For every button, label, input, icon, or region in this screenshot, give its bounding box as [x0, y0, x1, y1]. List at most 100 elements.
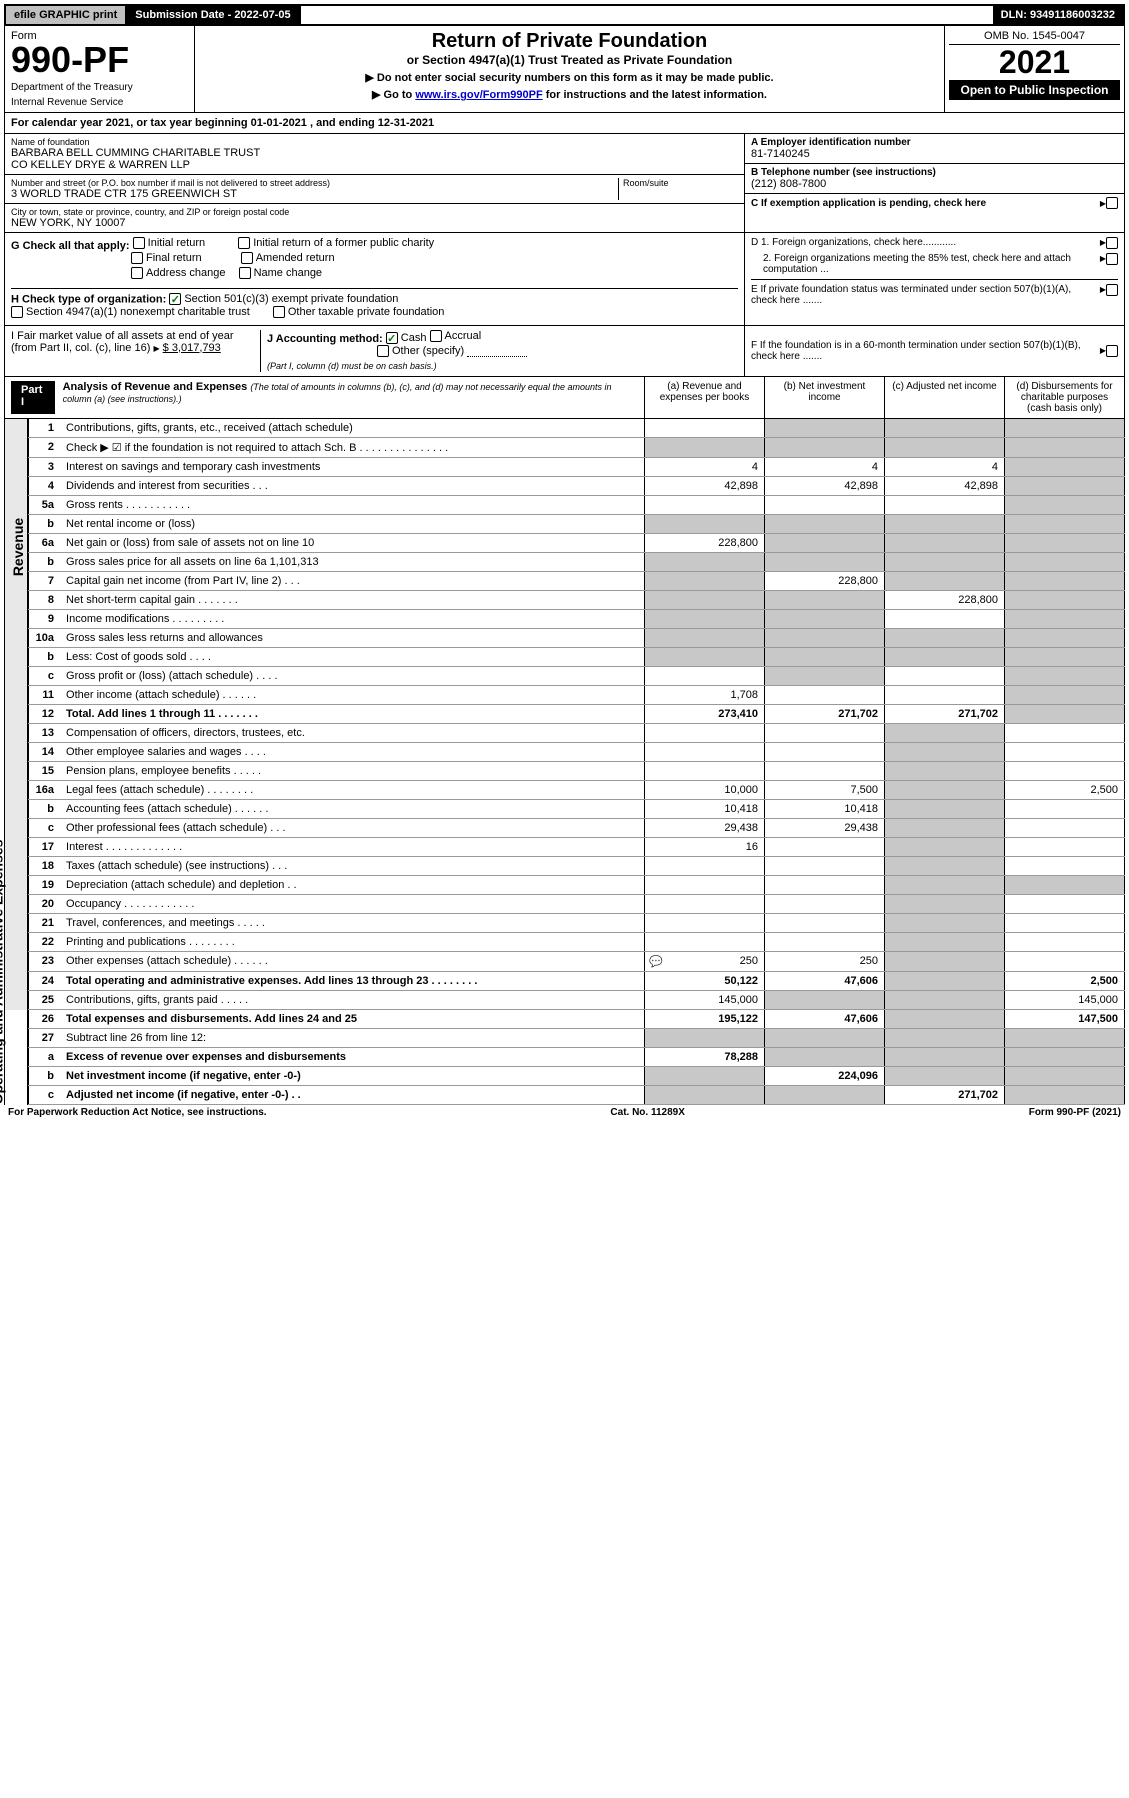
j-accrual[interactable]: Accrual [430, 330, 482, 342]
line-label: Contributions, gifts, grants, etc., rece… [62, 419, 644, 438]
opex-body: Operating and Administrative Expenses 13… [4, 724, 1125, 1010]
col-b-value [765, 837, 885, 856]
line-label: Total expenses and disbursements. Add li… [62, 1010, 644, 1029]
col-c-value [885, 609, 1005, 628]
col-d-value [1005, 1066, 1125, 1085]
g-address-change[interactable]: Address change [131, 267, 226, 279]
line-number: c [28, 818, 62, 837]
col-b-value [765, 495, 885, 514]
col-a-header: (a) Revenue and expenses per books [644, 377, 764, 418]
table-row: 13Compensation of officers, directors, t… [28, 724, 1124, 743]
g-name-change[interactable]: Name change [239, 267, 323, 279]
col-a-value: 10,418 [645, 799, 765, 818]
instruction-2: ▶ Go to www.irs.gov/Form990PF for instru… [199, 88, 940, 101]
h-opt-3: Other taxable private foundation [288, 306, 445, 318]
line-number: 1 [28, 419, 62, 438]
col-b-value [765, 932, 885, 951]
h-501c3[interactable]: Section 501(c)(3) exempt private foundat… [169, 293, 398, 305]
h-4947a1[interactable]: Section 4947(a)(1) nonexempt charitable … [11, 306, 250, 318]
j-note: (Part I, column (d) must be on cash basi… [267, 361, 437, 371]
col-d-value [1005, 685, 1125, 704]
col-a-value: 273,410 [645, 704, 765, 723]
line-label: Income modifications . . . . . . . . . [62, 609, 644, 628]
g-amended-return[interactable]: Amended return [241, 252, 335, 264]
line-number: b [28, 647, 62, 666]
col-d-value [1005, 419, 1125, 438]
col-b-value [765, 856, 885, 875]
form990pf-link[interactable]: www.irs.gov/Form990PF [415, 89, 542, 101]
foundation-name-1: BARBARA BELL CUMMING CHARITABLE TRUST [11, 147, 738, 159]
line-number: 15 [28, 761, 62, 780]
col-c-value [885, 419, 1005, 438]
department-label: Department of the Treasury [11, 82, 188, 93]
col-d-value [1005, 609, 1125, 628]
note-icon[interactable]: 💬 [649, 955, 663, 968]
irs-label: Internal Revenue Service [11, 97, 188, 108]
g-final-return[interactable]: Final return [131, 252, 202, 264]
col-c-value: 228,800 [885, 590, 1005, 609]
col-c-value [885, 685, 1005, 704]
line-number: 19 [28, 875, 62, 894]
j-other[interactable]: Other (specify) [377, 345, 464, 357]
i-fmv-value: $ 3,017,793 [163, 342, 221, 354]
line-label: Printing and publications . . . . . . . … [62, 932, 644, 951]
j-cash[interactable]: Cash [386, 332, 427, 344]
c-exemption-checkbox[interactable] [1106, 197, 1118, 209]
line-number: 22 [28, 932, 62, 951]
e-checkbox[interactable] [1106, 284, 1118, 296]
col-a-value [645, 419, 765, 438]
line-label: Total. Add lines 1 through 11 . . . . . … [62, 704, 644, 723]
col-a-value [645, 932, 765, 951]
col-a-value [645, 552, 765, 571]
line-number: a [28, 1047, 62, 1066]
line-number: b [28, 1066, 62, 1085]
col-c-value [885, 628, 1005, 647]
col-a-value [645, 666, 765, 685]
instr2-pre: ▶ Go to [372, 89, 415, 101]
col-c-value: 42,898 [885, 476, 1005, 495]
line-label: Legal fees (attach schedule) . . . . . .… [62, 780, 644, 799]
g-opt-5: Name change [254, 267, 323, 279]
calendar-year-line: For calendar year 2021, or tax year begi… [4, 113, 1125, 134]
table-row: bGross sales price for all assets on lin… [28, 552, 1124, 571]
line-label: Less: Cost of goods sold . . . . [62, 647, 644, 666]
line-label: Other expenses (attach schedule) . . . .… [62, 951, 644, 971]
table-row: 17Interest . . . . . . . . . . . . .16 [28, 837, 1124, 856]
g-initial-public[interactable]: Initial return of a former public charit… [238, 237, 434, 249]
col-d-value [1005, 476, 1125, 495]
d1-checkbox[interactable] [1106, 237, 1118, 249]
g-initial-return[interactable]: Initial return [133, 237, 205, 249]
telephone-label: B Telephone number (see instructions) [751, 167, 1118, 178]
efile-print-button[interactable]: efile GRAPHIC print [6, 6, 127, 24]
col-b-value: 4 [765, 457, 885, 476]
col-d-value [1005, 742, 1125, 761]
col-d-value [1005, 837, 1125, 856]
g-opt-2: Address change [146, 267, 226, 279]
col-c-value [885, 837, 1005, 856]
d2-checkbox[interactable] [1106, 253, 1118, 265]
paperwork-notice: For Paperwork Reduction Act Notice, see … [8, 1107, 267, 1118]
table-row: cGross profit or (loss) (attach schedule… [28, 666, 1124, 685]
col-a-value: 50,122 [645, 971, 765, 990]
line-label: Net short-term capital gain . . . . . . … [62, 590, 644, 609]
col-b-value: 228,800 [765, 571, 885, 590]
line-number: c [28, 666, 62, 685]
line-label: Depreciation (attach schedule) and deple… [62, 875, 644, 894]
line-label: Travel, conferences, and meetings . . . … [62, 913, 644, 932]
g-opt-1: Final return [146, 252, 202, 264]
f-checkbox[interactable] [1106, 345, 1118, 357]
revenue-side-label: Revenue [4, 419, 28, 724]
line-label: Dividends and interest from securities .… [62, 476, 644, 495]
submission-date: Submission Date - 2022-07-05 [127, 6, 300, 24]
col-b-value [765, 533, 885, 552]
col-d-value [1005, 875, 1125, 894]
col-a-value: 4 [645, 457, 765, 476]
line-label: Total operating and administrative expen… [62, 971, 644, 990]
table-row: bNet rental income or (loss) [28, 514, 1124, 533]
table-row: 21Travel, conferences, and meetings . . … [28, 913, 1124, 932]
col-a-value [645, 894, 765, 913]
col-c-value: 271,702 [885, 1085, 1005, 1104]
col-a-value [645, 913, 765, 932]
col-d-value [1005, 666, 1125, 685]
h-other-taxable[interactable]: Other taxable private foundation [273, 306, 445, 318]
